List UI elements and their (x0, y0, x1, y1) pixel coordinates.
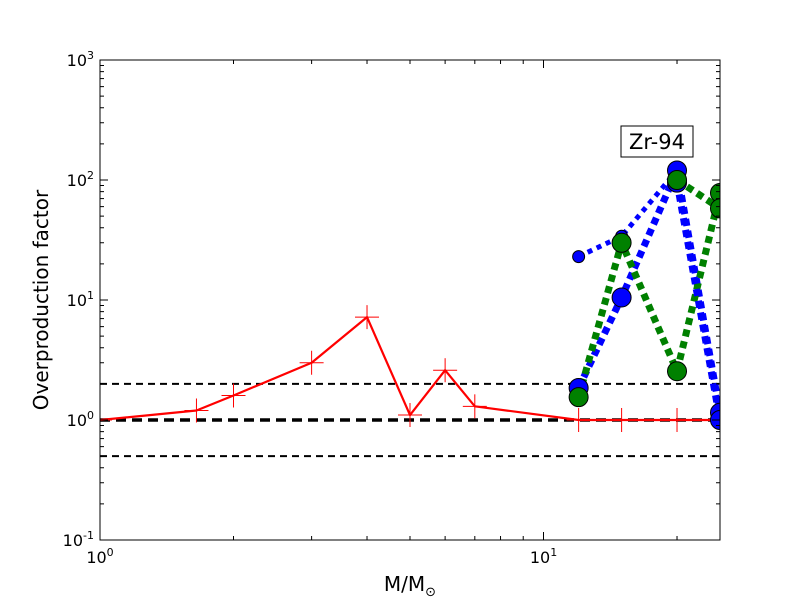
x-tick-label-1: 101 (530, 546, 557, 567)
y-tick-label-2: 101 (67, 289, 94, 310)
annotation-frame (620, 125, 694, 158)
series-0-point-6 (433, 358, 458, 383)
series-3-point-1 (611, 232, 632, 253)
series-1-line (577, 168, 679, 259)
series-markers (100, 160, 720, 432)
series-3-point-0 (568, 387, 589, 408)
series-0-point-3 (299, 350, 324, 375)
y-axis-label: Overproduction factor (29, 189, 53, 410)
y-axis-ticks: 10-1 100 101 102 103 (63, 49, 720, 550)
series-3-point-3 (710, 182, 720, 203)
series-2-point-1 (611, 287, 632, 308)
series-3-line (575, 192, 720, 399)
series-0-point-8 (566, 408, 591, 432)
series-0-point-9 (609, 408, 634, 432)
x-axis-label: M/M⊙ (384, 572, 436, 600)
series-0-point-4 (355, 305, 380, 330)
series-0-point-5 (398, 403, 422, 428)
x-axis-ticks: 100 101 (86, 60, 678, 567)
y-tick-label-0: 10-1 (63, 529, 94, 550)
series-0-point-1 (184, 398, 209, 423)
series-5-point-0 (667, 170, 688, 190)
y-tick-label-3: 102 (67, 169, 94, 190)
annotation-text: Zr-94 (629, 130, 685, 154)
series-1-point-0 (572, 250, 586, 264)
series-0-point-7 (462, 394, 487, 419)
series-0-point-10 (665, 408, 690, 432)
series-5-point-1 (710, 198, 720, 219)
y-tick-label-1: 100 (67, 409, 94, 430)
series-0-point-2 (221, 383, 246, 408)
annotation-box: Zr-94 (620, 125, 694, 158)
y-tick-label-4: 103 (67, 49, 94, 70)
series-4-line (673, 182, 720, 421)
x-tick-label-0: 100 (86, 546, 113, 567)
series-3-point-2 (667, 361, 688, 382)
